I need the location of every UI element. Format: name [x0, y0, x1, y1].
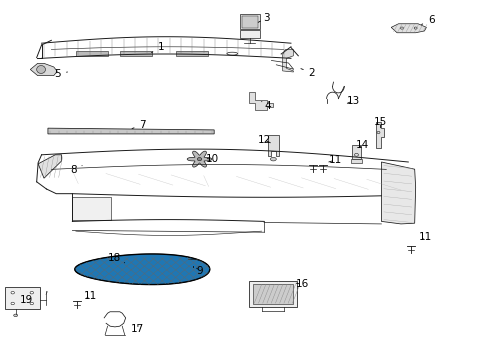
Polygon shape: [390, 24, 426, 33]
Text: 15: 15: [373, 117, 386, 128]
Polygon shape: [381, 162, 415, 224]
Bar: [242, 16, 257, 28]
Text: 8: 8: [70, 165, 82, 175]
Text: 5: 5: [54, 69, 67, 79]
Polygon shape: [375, 122, 384, 148]
Bar: [176, 51, 207, 56]
Polygon shape: [48, 128, 214, 134]
Text: 9: 9: [196, 266, 203, 276]
Bar: [239, 30, 260, 38]
Text: 13: 13: [346, 96, 359, 106]
Ellipse shape: [11, 302, 15, 305]
Text: 2: 2: [300, 68, 315, 78]
Bar: [5, 287, 40, 309]
Text: 7: 7: [132, 120, 146, 130]
Text: 16: 16: [295, 279, 308, 289]
Ellipse shape: [188, 260, 197, 266]
Polygon shape: [38, 155, 61, 178]
Ellipse shape: [30, 302, 33, 305]
Text: 10: 10: [206, 154, 219, 164]
Text: 11: 11: [418, 232, 431, 242]
Text: 14: 14: [355, 140, 369, 150]
Polygon shape: [282, 50, 293, 72]
Text: 19: 19: [20, 294, 34, 305]
Text: 18: 18: [108, 253, 124, 264]
Polygon shape: [267, 135, 278, 156]
Polygon shape: [187, 151, 211, 167]
Ellipse shape: [270, 157, 276, 161]
Text: 3: 3: [258, 13, 269, 23]
Bar: [72, 197, 111, 220]
Ellipse shape: [37, 66, 45, 73]
PathPatch shape: [75, 254, 209, 284]
Bar: [120, 51, 151, 56]
Polygon shape: [249, 92, 272, 110]
Text: 4: 4: [261, 101, 271, 111]
Bar: [76, 51, 107, 56]
Bar: [350, 159, 361, 163]
Text: 12: 12: [257, 135, 270, 145]
Ellipse shape: [11, 292, 15, 294]
Bar: [239, 14, 260, 29]
Polygon shape: [30, 63, 57, 76]
Bar: [351, 145, 360, 159]
Ellipse shape: [197, 157, 201, 161]
Bar: [253, 284, 293, 304]
Ellipse shape: [30, 292, 33, 294]
Text: 1: 1: [151, 42, 164, 53]
Text: 11: 11: [83, 291, 97, 301]
Text: 6: 6: [421, 15, 434, 25]
Text: 11: 11: [327, 155, 341, 165]
Ellipse shape: [14, 314, 18, 317]
Ellipse shape: [191, 261, 195, 264]
Polygon shape: [75, 254, 209, 284]
Bar: [249, 281, 297, 307]
Text: 17: 17: [131, 324, 144, 334]
